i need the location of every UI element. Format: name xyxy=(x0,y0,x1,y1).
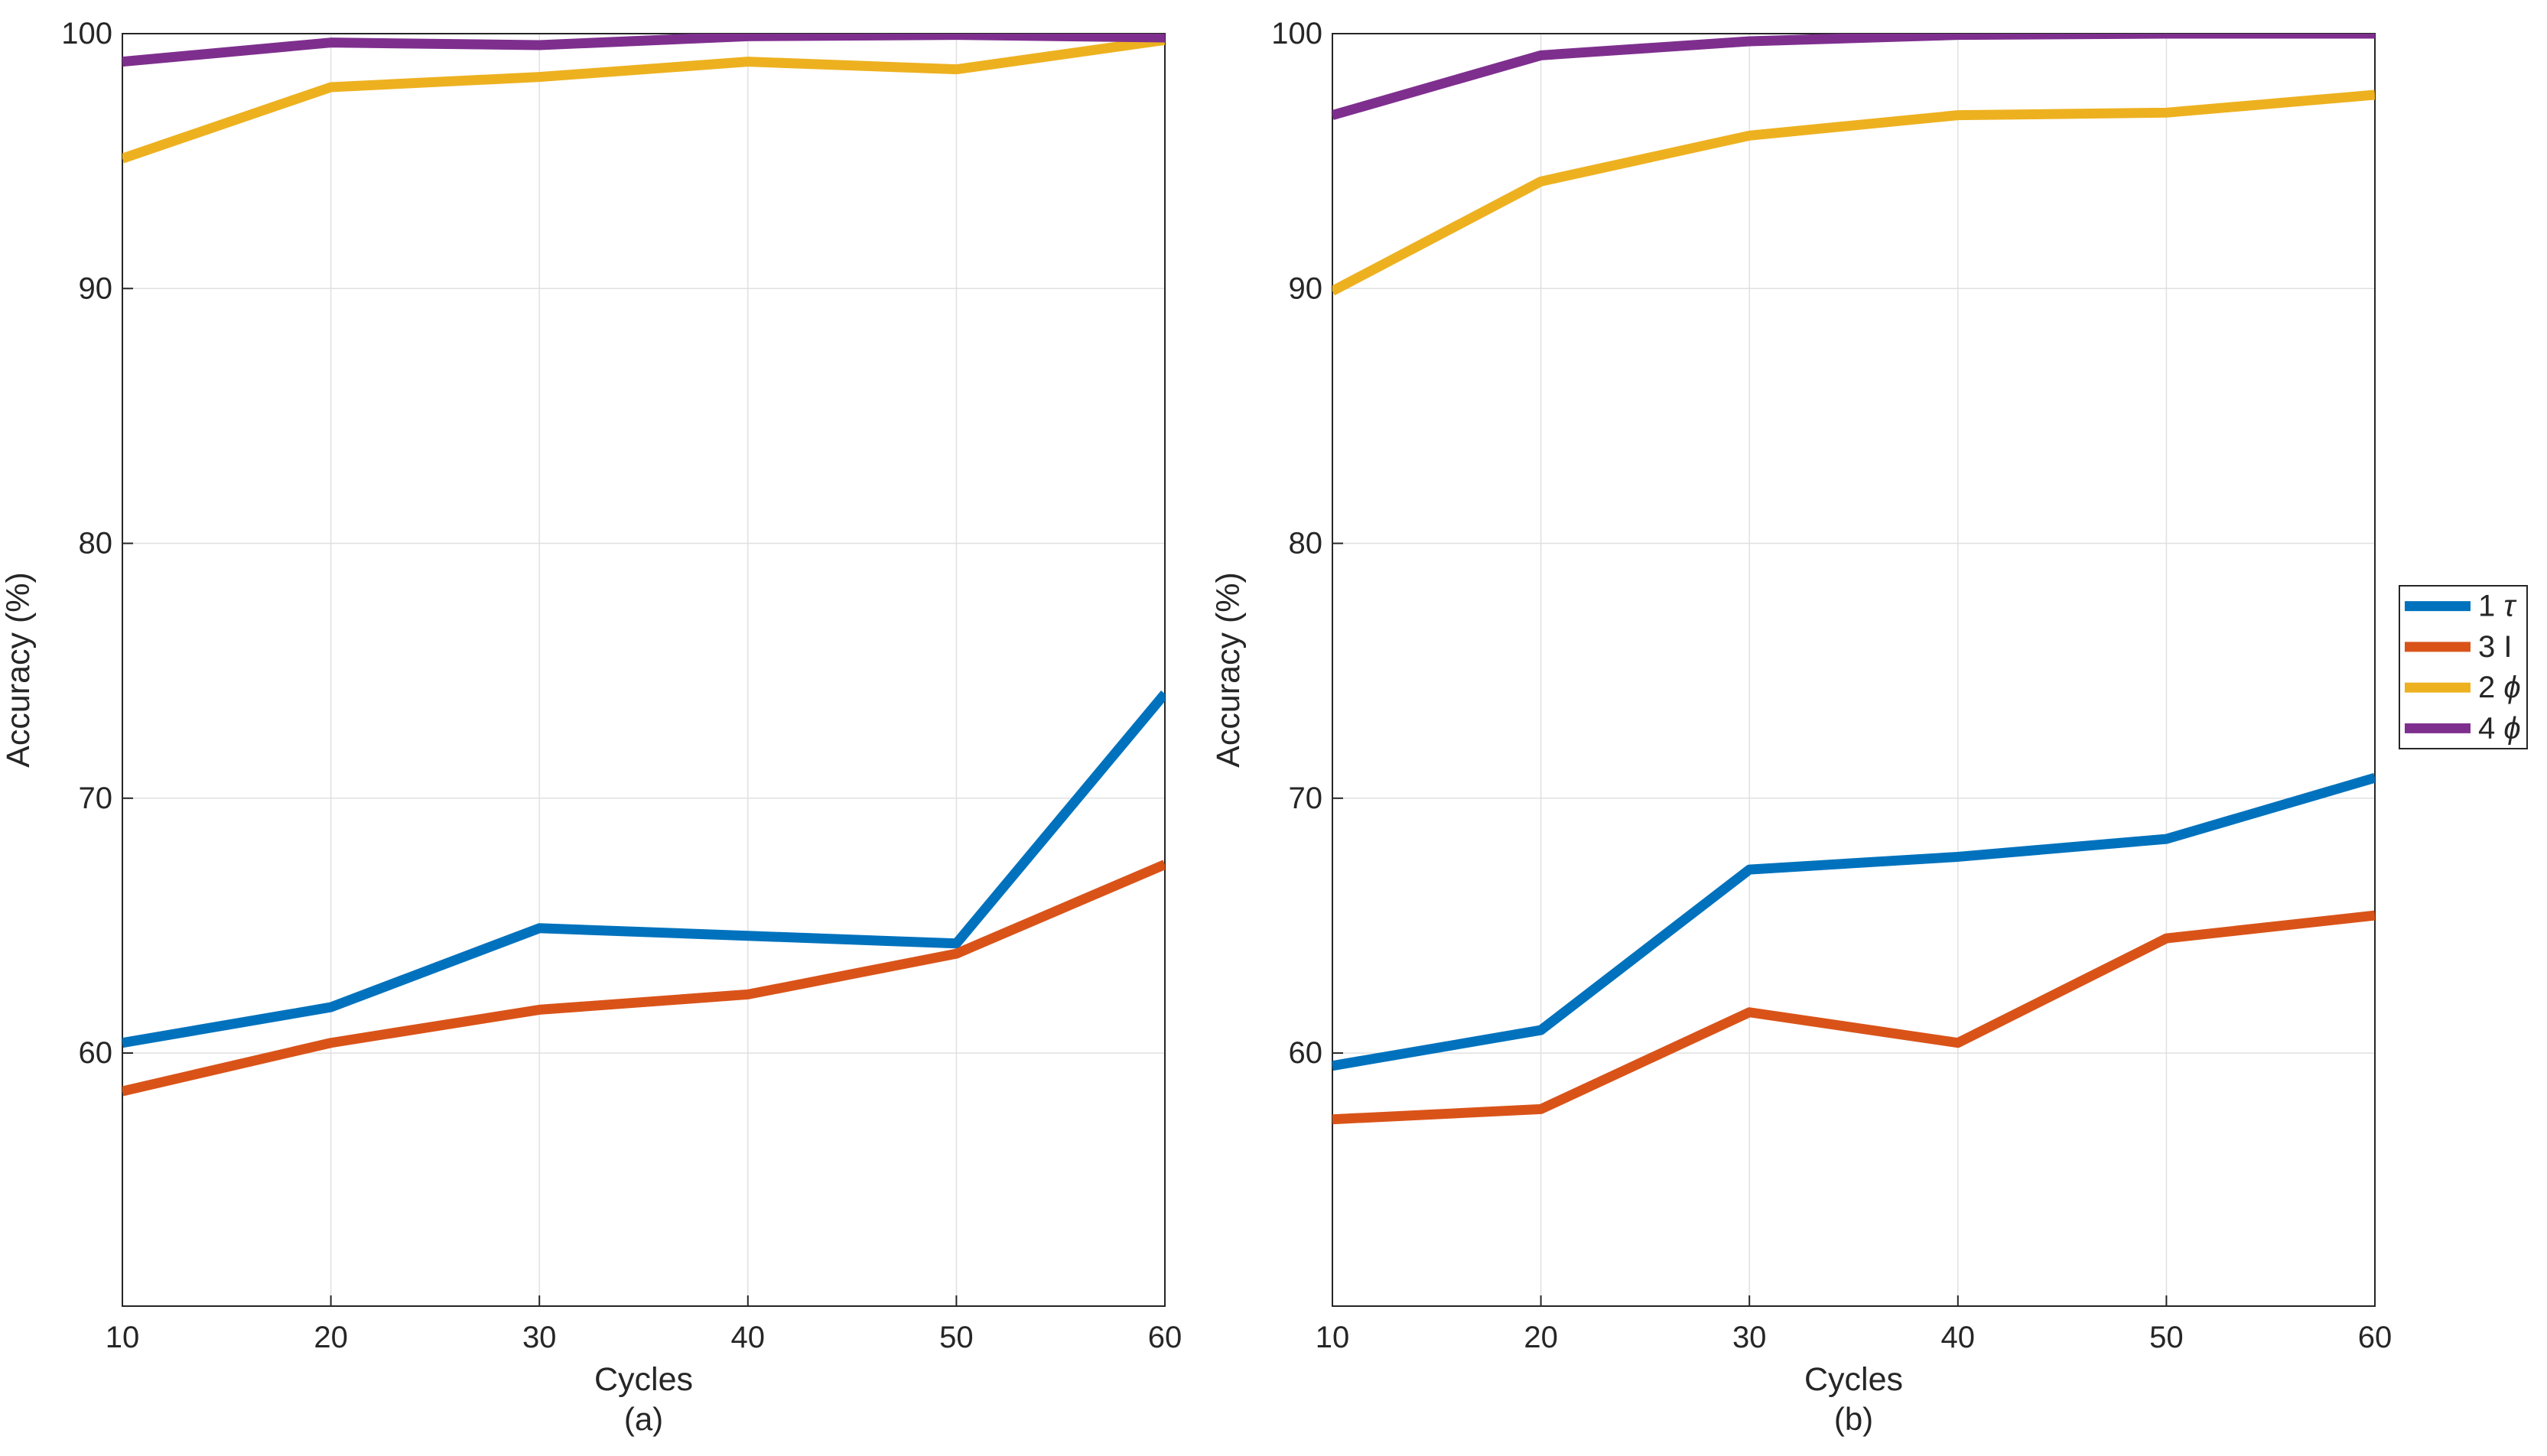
panel-caption: (b) xyxy=(1834,1401,1873,1437)
x-tick-label: 50 xyxy=(2149,1321,2184,1354)
legend-label: 4 ϕ xyxy=(2478,711,2521,745)
x-tick-label: 20 xyxy=(1524,1321,1558,1354)
y-tick-label: 100 xyxy=(61,17,112,50)
y-axis-label: Accuracy (%) xyxy=(0,572,37,768)
legend-entry: 2 ϕ xyxy=(2405,671,2521,704)
series-line-4-ϕ xyxy=(122,34,1165,67)
legend-entry: 1 τ xyxy=(2405,590,2517,623)
tick-marks xyxy=(122,33,1166,1306)
legend-label: 3 I xyxy=(2478,630,2512,664)
x-tick-label: 10 xyxy=(106,1321,140,1354)
grid xyxy=(122,34,1165,1306)
axes-box xyxy=(122,33,1166,1307)
y-tick-label: 80 xyxy=(1289,527,1323,561)
legend-entry: 4 ϕ xyxy=(2405,711,2521,745)
x-tick-label: 20 xyxy=(314,1321,348,1354)
y-tick-label: 90 xyxy=(1289,271,1323,305)
series-line-2-ϕ xyxy=(122,34,1165,164)
panel-a: 10 20 30 40 50 60 60 70 80 90 100 Cycles(a) Accuracy… xyxy=(0,17,1182,1437)
series-line-2-ϕ xyxy=(1332,89,2375,296)
x-tick-label: 40 xyxy=(731,1321,766,1354)
series-group xyxy=(122,34,1165,1097)
x-tick-label: 10 xyxy=(1316,1321,1350,1354)
legend-entry: 3 I xyxy=(2405,630,2512,664)
series-line-3-I xyxy=(1332,910,2375,1125)
legend-box xyxy=(2399,585,2528,749)
legend-line-swatch xyxy=(2405,601,2471,612)
series-group xyxy=(1332,34,2375,1125)
x-tick-label: 60 xyxy=(2358,1321,2392,1354)
grid xyxy=(1332,34,2375,1306)
x-axis-label: Cycles xyxy=(1804,1361,1903,1398)
y-tick-label: 90 xyxy=(79,271,113,305)
panel-caption: (a) xyxy=(624,1401,663,1437)
series-line-1-τ xyxy=(122,690,1165,1048)
series-line-3-I xyxy=(122,860,1165,1097)
y-tick-label: 60 xyxy=(1289,1036,1323,1070)
y-tick-label: 70 xyxy=(79,782,113,815)
legend-line-swatch xyxy=(2405,723,2471,733)
panel-b: 10 20 30 40 50 60 60 70 80 90 100 Cycles(b) Accuracy… xyxy=(1210,17,2392,1437)
legend-line-swatch xyxy=(2405,642,2471,652)
legend: 1 τ 3 I 2 ϕ 4 ϕ xyxy=(2399,585,2528,749)
x-tick-label: 30 xyxy=(1732,1321,1767,1354)
y-tick-label: 70 xyxy=(1289,782,1323,815)
y-tick-label: 100 xyxy=(1271,17,1322,50)
x-tick-label: 50 xyxy=(939,1321,974,1354)
x-tick-label: 60 xyxy=(1148,1321,1182,1354)
legend-line-swatch xyxy=(2405,682,2471,693)
x-tick-label: 40 xyxy=(1941,1321,1976,1354)
x-axis-label: Cycles xyxy=(594,1361,693,1398)
series-line-1-τ xyxy=(1332,772,2375,1071)
legend-label: 2 ϕ xyxy=(2478,671,2521,704)
y-tick-label: 80 xyxy=(79,527,113,561)
legend-label: 1 τ xyxy=(2478,590,2517,623)
x-tick-label: 30 xyxy=(522,1321,557,1354)
y-axis-label: Accuracy (%) xyxy=(1210,572,1247,768)
y-tick-label: 60 xyxy=(79,1036,113,1070)
series-line-4-ϕ xyxy=(1332,34,2375,120)
